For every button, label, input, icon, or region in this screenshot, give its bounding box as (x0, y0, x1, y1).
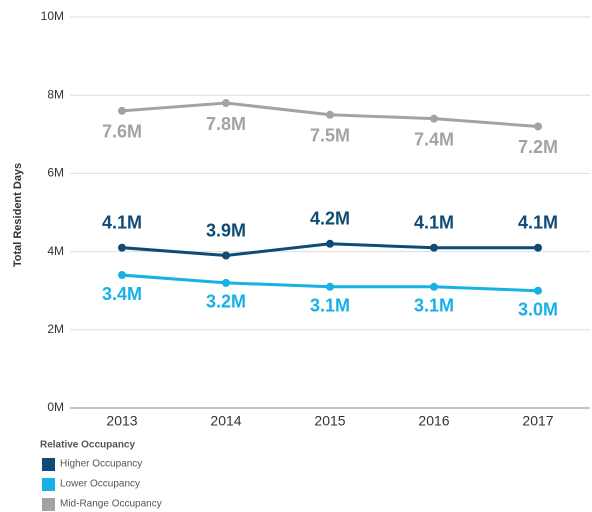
data-point (222, 278, 230, 287)
legend-swatch (42, 498, 55, 511)
data-point (222, 99, 230, 108)
data-label: 3.1M (414, 296, 454, 316)
data-point (118, 243, 126, 252)
data-point (534, 243, 542, 252)
data-label: 7.8M (206, 114, 246, 134)
data-point (118, 106, 126, 115)
y-axis-label: Total Resident Days (12, 163, 24, 267)
y-tick-label: 0M (47, 400, 64, 414)
data-point (118, 271, 126, 280)
legend-label: Lower Occupancy (60, 479, 140, 490)
data-label: 4.1M (518, 212, 558, 232)
legend-swatch (42, 478, 55, 491)
x-tick-label: 2017 (522, 413, 553, 429)
data-point (430, 114, 438, 123)
data-point (326, 110, 334, 119)
y-tick-label: 10M (41, 9, 64, 23)
y-tick-label: 2M (47, 322, 64, 336)
data-label: 4.1M (414, 212, 454, 232)
data-label: 4.1M (102, 212, 142, 232)
legend-label: Mid-Range Occupancy (60, 499, 162, 510)
data-point (326, 239, 334, 248)
data-point (326, 282, 334, 291)
data-label: 7.5M (310, 126, 350, 146)
x-tick-label: 2015 (314, 413, 345, 429)
data-point (430, 243, 438, 252)
y-tick-label: 6M (47, 166, 64, 180)
data-label: 7.2M (518, 137, 558, 157)
y-tick-label: 8M (47, 87, 64, 101)
data-point (534, 286, 542, 295)
x-tick-label: 2016 (418, 413, 449, 429)
data-label: 3.4M (102, 284, 142, 304)
data-label: 4.2M (310, 209, 350, 229)
data-label: 7.4M (414, 129, 454, 149)
x-tick-label: 2013 (106, 413, 137, 429)
data-point (430, 282, 438, 291)
data-label: 3.2M (206, 292, 246, 312)
legend-label: Higher Occupancy (60, 459, 142, 470)
data-point (222, 251, 230, 260)
legend-title: Relative Occupancy (40, 440, 135, 451)
y-tick-label: 4M (47, 244, 64, 258)
x-tick-label: 2014 (210, 413, 241, 429)
data-label: 3.9M (206, 220, 246, 240)
legend-swatch (42, 458, 55, 471)
data-point (534, 122, 542, 131)
data-label: 3.1M (310, 296, 350, 316)
data-label: 3.0M (518, 299, 558, 319)
data-label: 7.6M (102, 122, 142, 142)
